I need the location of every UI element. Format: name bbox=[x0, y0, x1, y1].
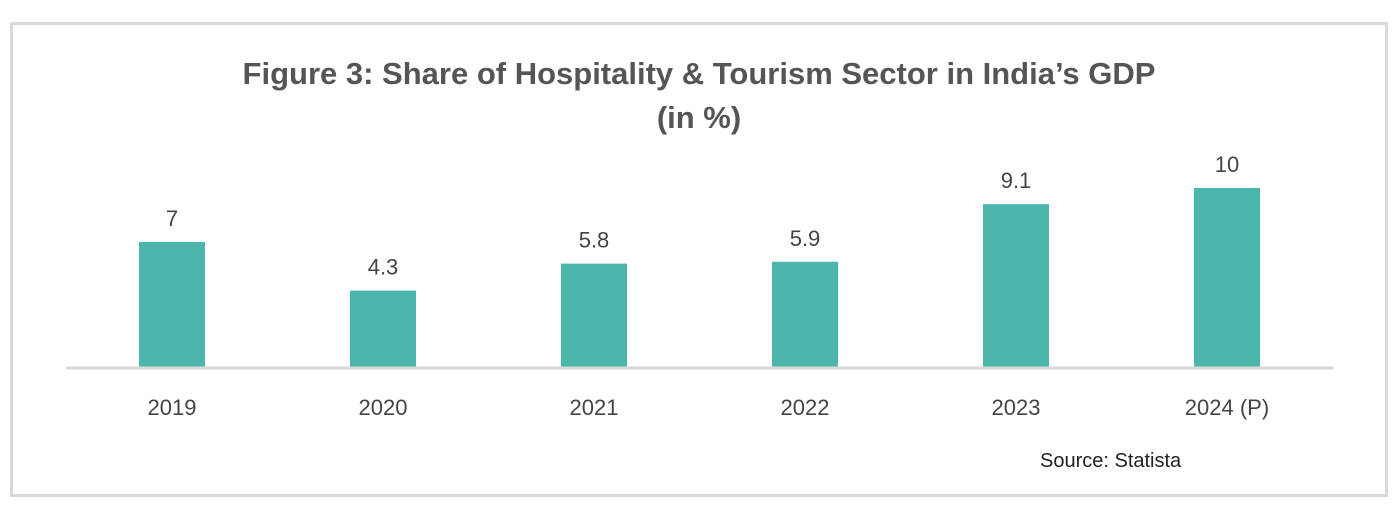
x-tick-label: 2023 bbox=[992, 395, 1041, 420]
x-tick-label: 2019 bbox=[148, 395, 197, 420]
x-tick-label: 2021 bbox=[570, 395, 619, 420]
x-tick-label: 2022 bbox=[781, 395, 830, 420]
bar-2020 bbox=[350, 290, 416, 368]
data-label: 4.3 bbox=[368, 255, 399, 280]
bar-2019 bbox=[139, 242, 205, 368]
chart-frame bbox=[10, 22, 1388, 497]
x-tick-label: 2024 (P) bbox=[1185, 395, 1269, 420]
bar-2022 bbox=[772, 261, 838, 368]
bar-2023 bbox=[983, 204, 1049, 368]
source-note: Source: Statista bbox=[1040, 450, 1182, 472]
chart-title: Figure 3: Share of Hospitality & Tourism… bbox=[242, 56, 1156, 91]
data-label: 7 bbox=[166, 206, 178, 231]
chart-subtitle: (in %) bbox=[656, 100, 742, 135]
data-label: 5.8 bbox=[579, 228, 610, 253]
data-label: 9.1 bbox=[1001, 168, 1032, 193]
bar-2021 bbox=[561, 263, 627, 368]
x-tick-label: 2020 bbox=[359, 395, 408, 420]
bar-2024 (P) bbox=[1194, 188, 1260, 368]
data-label: 10 bbox=[1215, 152, 1239, 177]
data-label: 5.9 bbox=[790, 226, 821, 251]
